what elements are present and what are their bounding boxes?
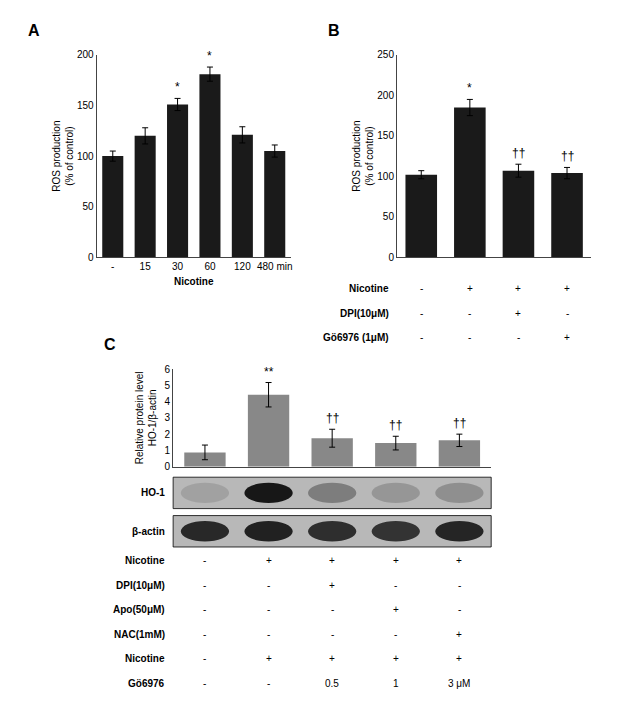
svg-text:††: ††: [389, 418, 402, 432]
svg-text:DPI(10μM): DPI(10μM): [340, 308, 389, 319]
svg-text:-: -: [203, 629, 206, 640]
svg-text:150: 150: [77, 100, 94, 111]
svg-text:+: +: [456, 653, 462, 664]
svg-text:-: -: [420, 308, 423, 319]
svg-text:3 μM: 3 μM: [448, 678, 470, 689]
svg-text:0: 0: [388, 252, 394, 263]
svg-text:5: 5: [165, 380, 171, 391]
svg-text:††: ††: [326, 411, 339, 425]
svg-text:+: +: [564, 332, 570, 343]
svg-text:-: -: [203, 604, 206, 615]
svg-text:-: -: [203, 653, 206, 664]
svg-text:50: 50: [383, 211, 395, 222]
svg-text:1: 1: [165, 445, 171, 456]
svg-text:C: C: [104, 336, 116, 353]
svg-text:50: 50: [82, 201, 94, 212]
svg-text:60: 60: [204, 261, 216, 272]
svg-text:-: -: [331, 629, 334, 640]
svg-text:-: -: [420, 332, 423, 343]
svg-text:A: A: [28, 22, 40, 39]
svg-text:-: -: [394, 580, 397, 591]
svg-text:200: 200: [377, 90, 394, 101]
svg-text:+: +: [393, 604, 399, 615]
svg-text:0.5: 0.5: [325, 678, 339, 689]
svg-text:250: 250: [377, 49, 394, 60]
svg-text:-: -: [394, 629, 397, 640]
svg-text:0: 0: [165, 461, 171, 472]
svg-text:ROS production(% of control): ROS production(% of control): [351, 121, 375, 192]
svg-text:-: -: [458, 580, 461, 591]
svg-text:15: 15: [140, 261, 152, 272]
svg-text:+: +: [393, 653, 399, 664]
svg-text:0: 0: [88, 252, 94, 263]
svg-text:-: -: [267, 604, 270, 615]
svg-text:1: 1: [393, 678, 399, 689]
svg-text:-: -: [203, 555, 206, 566]
svg-text:NAC(1mM): NAC(1mM): [114, 629, 165, 640]
svg-text:+: +: [515, 283, 521, 294]
svg-text:*: *: [207, 49, 212, 63]
svg-text:+: +: [266, 653, 272, 664]
svg-text:3: 3: [165, 412, 171, 423]
svg-text:ROS production(% of control): ROS production(% of control): [51, 121, 75, 192]
svg-text:+: +: [456, 629, 462, 640]
svg-text:*: *: [175, 80, 180, 94]
svg-text:**: **: [264, 365, 274, 379]
svg-text:HO-1: HO-1: [141, 487, 165, 498]
svg-text:*: *: [467, 81, 472, 95]
svg-text:2: 2: [165, 429, 171, 440]
svg-text:+: +: [456, 555, 462, 566]
svg-text:100: 100: [77, 151, 94, 162]
svg-text:Nicotine: Nicotine: [125, 555, 165, 566]
svg-text:-: -: [267, 629, 270, 640]
svg-text:30: 30: [172, 261, 184, 272]
svg-text:††: ††: [512, 146, 525, 160]
svg-text:Nicotine: Nicotine: [125, 653, 165, 664]
svg-text:-: -: [331, 604, 334, 615]
svg-text:+: +: [564, 283, 570, 294]
svg-text:+: +: [329, 580, 335, 591]
svg-text:-: -: [517, 332, 520, 343]
svg-text:-: -: [468, 332, 471, 343]
svg-text:+: +: [266, 555, 272, 566]
svg-text:β-actin: β-actin: [132, 526, 165, 537]
svg-text:-: -: [468, 308, 471, 319]
svg-text:6: 6: [165, 364, 171, 375]
svg-text:††: ††: [561, 149, 574, 163]
svg-text:-: -: [203, 580, 206, 591]
svg-text:200: 200: [77, 49, 94, 60]
svg-text:+: +: [515, 308, 521, 319]
svg-text:4: 4: [165, 396, 171, 407]
svg-text:-: -: [267, 678, 270, 689]
svg-text:100: 100: [377, 171, 394, 182]
svg-text:††: ††: [453, 416, 466, 430]
svg-text:480 min: 480 min: [257, 261, 293, 272]
svg-text:+: +: [329, 555, 335, 566]
svg-text:-: -: [420, 283, 423, 294]
svg-text:-: -: [458, 604, 461, 615]
svg-text:Apo(50μM): Apo(50μM): [113, 604, 165, 615]
svg-text:Gö6976: Gö6976: [128, 678, 165, 689]
svg-text:DPI(10μM): DPI(10μM): [116, 580, 165, 591]
svg-text:+: +: [393, 555, 399, 566]
svg-text:Gö6976 (1μM): Gö6976 (1μM): [323, 332, 389, 343]
svg-text:150: 150: [377, 130, 394, 141]
svg-text:-: -: [203, 678, 206, 689]
svg-text:Nicotine: Nicotine: [174, 276, 214, 287]
svg-text:+: +: [329, 653, 335, 664]
svg-text:-: -: [566, 308, 569, 319]
svg-text:-: -: [267, 580, 270, 591]
svg-text:120: 120: [234, 261, 251, 272]
svg-text:B: B: [328, 22, 340, 39]
svg-text:Nicotine: Nicotine: [349, 283, 389, 294]
svg-text:+: +: [467, 283, 473, 294]
svg-text:-: -: [111, 261, 114, 272]
svg-text:Relative protein levelHO-1/β-a: Relative protein levelHO-1/β-actin: [134, 371, 158, 464]
